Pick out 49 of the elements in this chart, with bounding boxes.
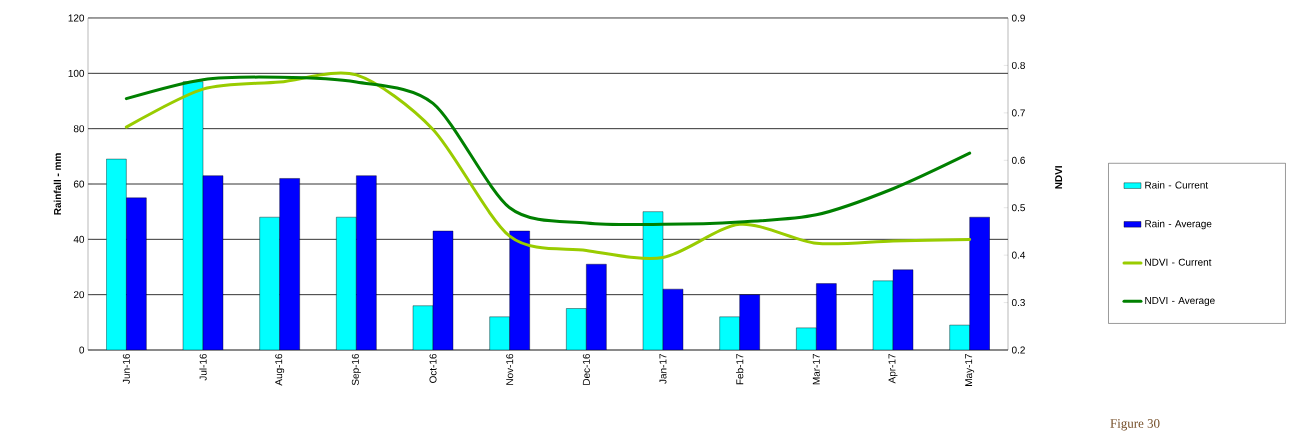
- legend-label: Rain - Average: [1145, 219, 1212, 230]
- x-tick-label: Sep-16: [351, 353, 361, 386]
- bar: [739, 294, 760, 350]
- y2-tick-label: 0.3: [1011, 299, 1025, 307]
- bar: [126, 197, 147, 350]
- y2-tick-label: 0.5: [1011, 204, 1025, 212]
- x-tick-label: Jan-17: [659, 354, 667, 384]
- x-tick-label: Aug-16: [275, 353, 285, 386]
- legend-label: Rain - Current: [1145, 181, 1209, 189]
- x-tick-label: Dec-16: [582, 353, 590, 385]
- bar: [969, 217, 990, 350]
- x-tick-label: Feb-17: [736, 354, 744, 385]
- y2-axis-title: NDVI: [1055, 166, 1063, 189]
- x-tick-label: Apr-17: [888, 354, 898, 384]
- x-tick-label: May-17: [965, 354, 975, 386]
- bar: [279, 178, 300, 350]
- y2-tick-label: 0.9: [1011, 14, 1025, 22]
- y-tick-label: 100: [68, 69, 85, 77]
- y2-tick-label: 0.2: [1011, 346, 1025, 354]
- legend-label: NDVI - Current: [1145, 258, 1212, 266]
- bar: [336, 217, 357, 350]
- bar: [586, 264, 607, 350]
- line-series: [124, 75, 972, 227]
- bar: [509, 230, 530, 350]
- y-tick-label: 80: [73, 125, 85, 133]
- y2-tick-label: 0.7: [1011, 109, 1025, 117]
- bar: [566, 308, 587, 350]
- y2-tick-label: 0.8: [1011, 61, 1025, 69]
- x-tick-label: Jun-16: [122, 353, 130, 384]
- x-tick-label: Nov-16: [506, 353, 514, 385]
- y-tick-label: 120: [68, 14, 85, 22]
- bar: [106, 158, 127, 350]
- y-axis-title: Rainfall - mm: [53, 153, 62, 215]
- bar: [489, 316, 510, 350]
- y2-tick-label: 0.6: [1011, 156, 1025, 164]
- y-tick-label: 0: [79, 346, 85, 354]
- bar: [259, 217, 280, 350]
- legend-label: NDVI - Average: [1145, 297, 1215, 307]
- bar: [816, 283, 837, 350]
- y-tick-label: 40: [73, 235, 85, 243]
- x-tick-label: Jul-16: [199, 353, 207, 381]
- caption: Figure 30: [1110, 419, 1160, 431]
- bar: [356, 175, 377, 350]
- y-tick-label: 60: [73, 180, 85, 188]
- bar: [719, 316, 740, 350]
- x-tick-label: Mar-17: [812, 354, 820, 385]
- y2-tick-label: 0.4: [1011, 251, 1026, 259]
- x-tick-label: Oct-16: [429, 353, 437, 383]
- y-tick-label: 20: [73, 291, 85, 299]
